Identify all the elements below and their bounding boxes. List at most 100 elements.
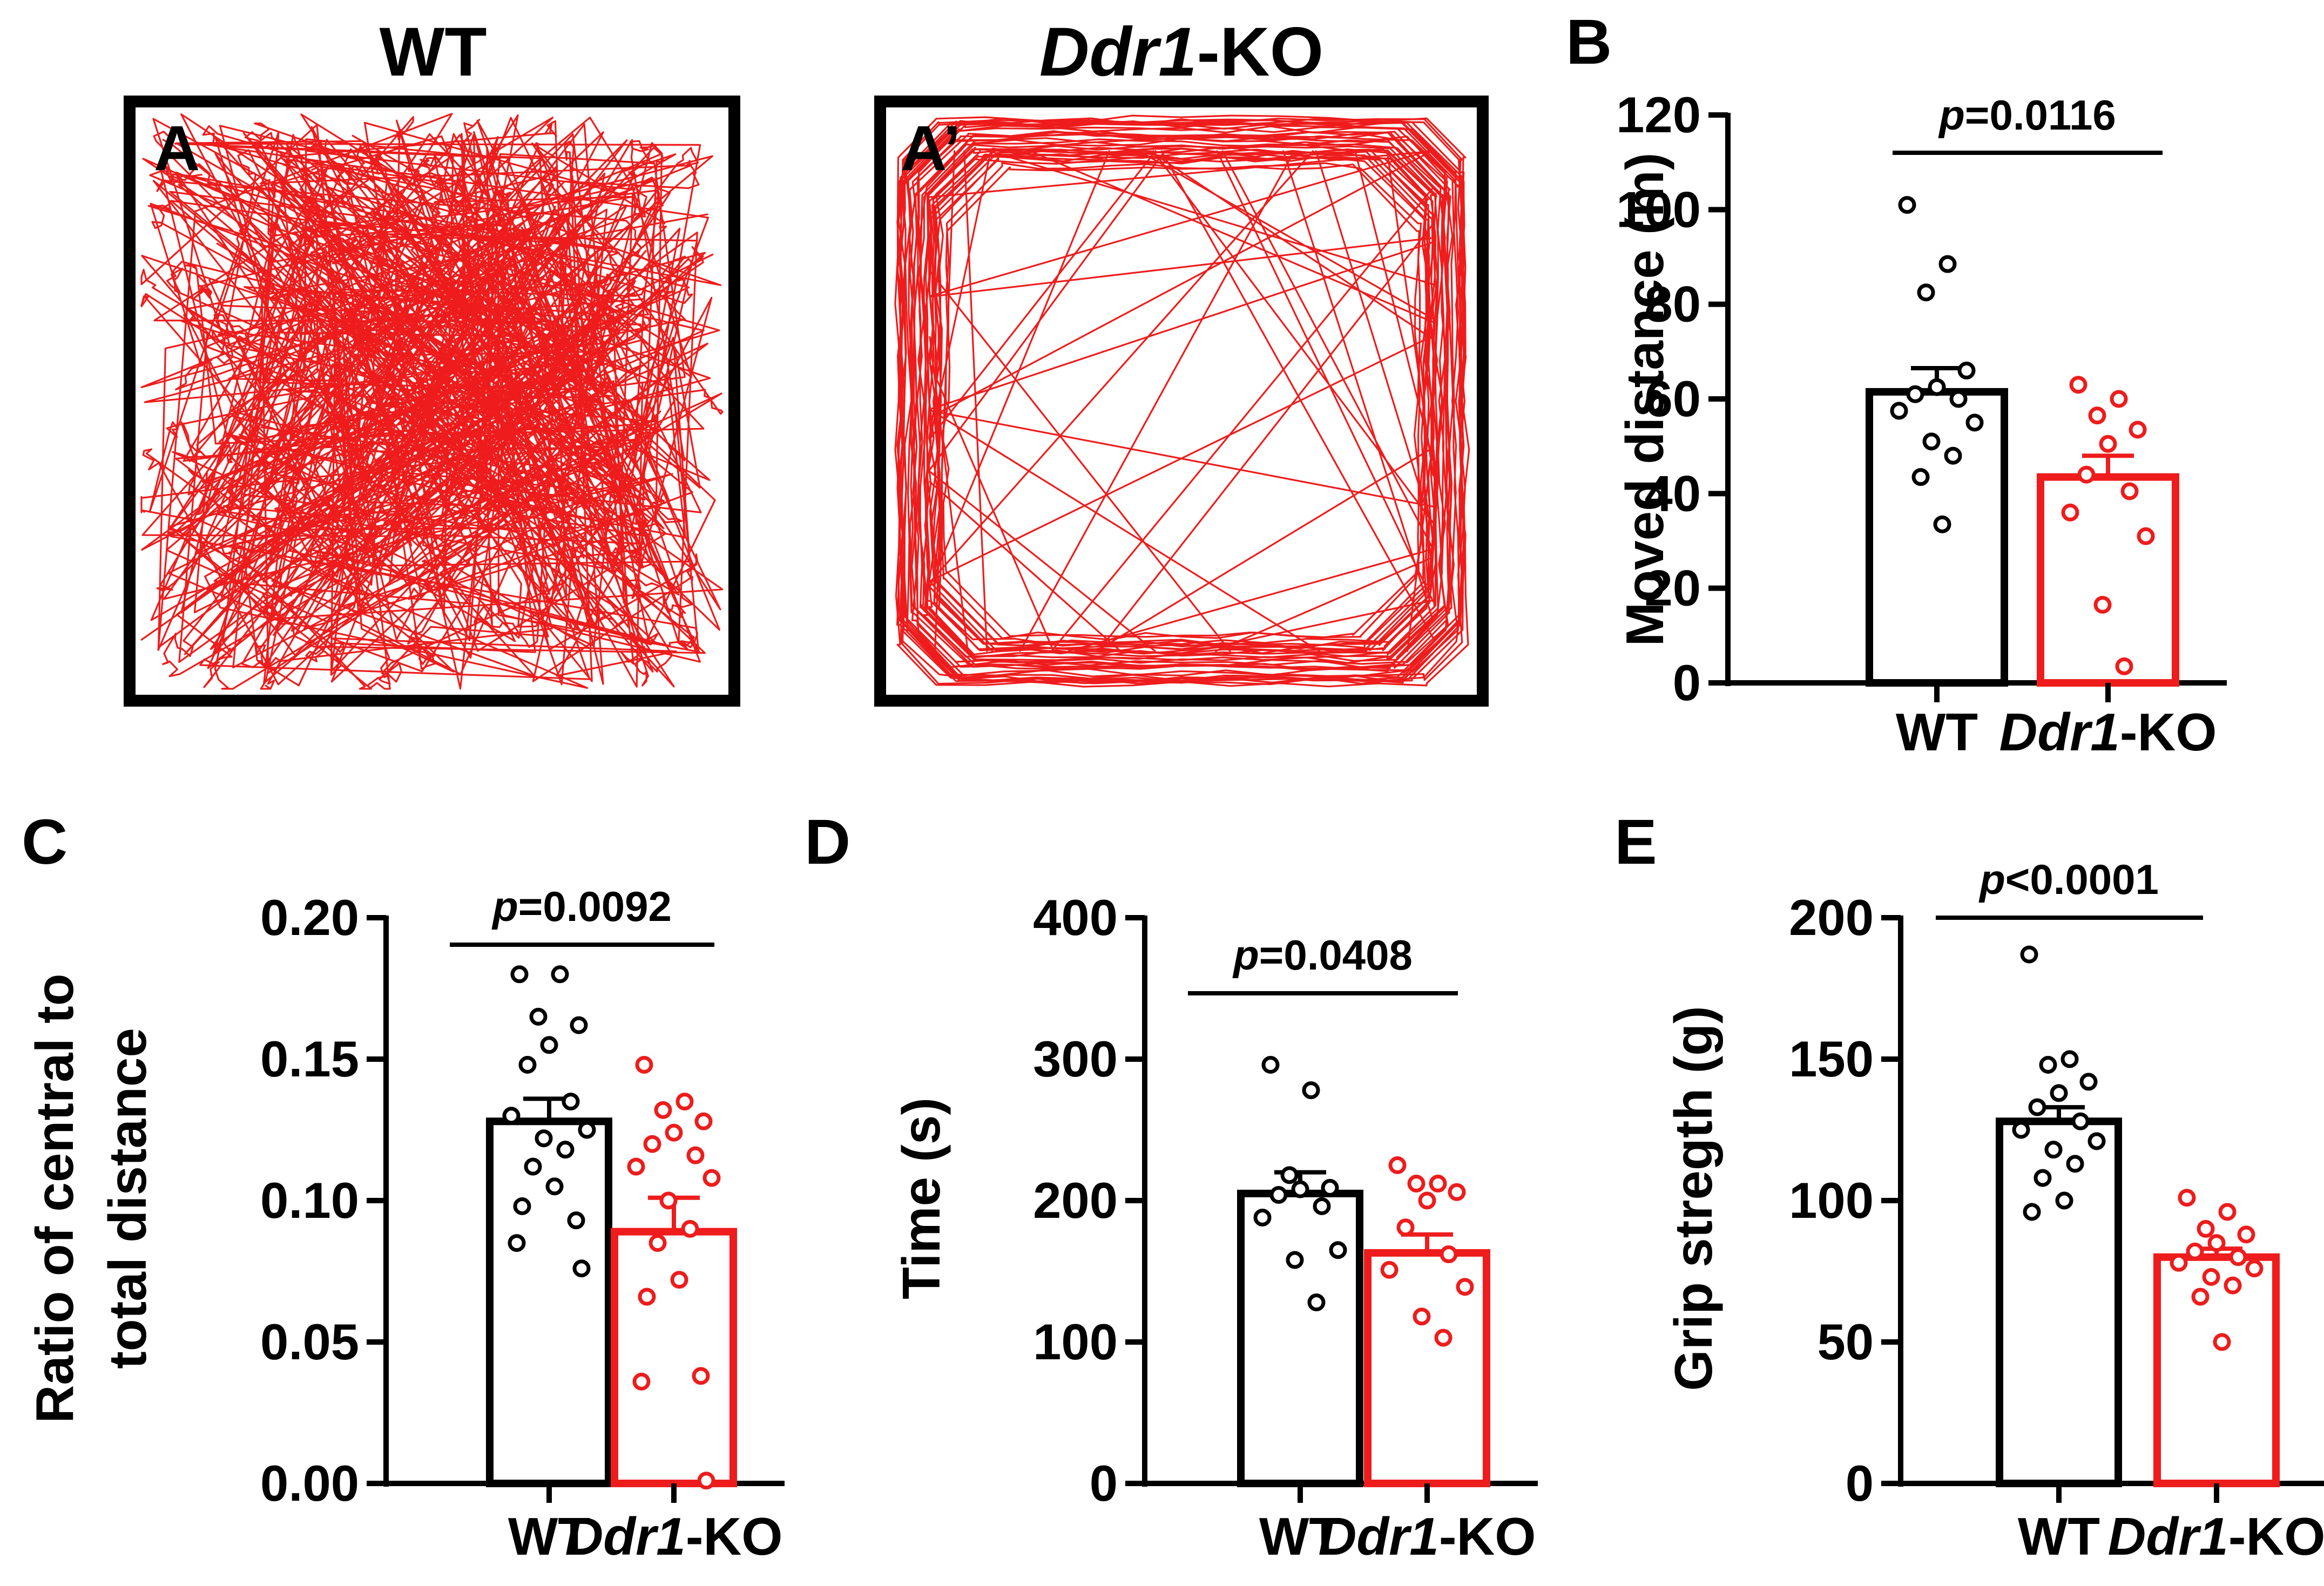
- chart-b-p-value-symbol: p: [1938, 91, 1965, 139]
- chart-d-y-axis-label: Time (s): [891, 1097, 951, 1299]
- chart-b-data-point: [2061, 503, 2079, 521]
- chart-d-data-point: [1380, 1260, 1399, 1279]
- chart-b-x-tick-label: WT: [1896, 702, 1978, 762]
- chart-c-data-point: [659, 1191, 678, 1210]
- chart-d-data-point: [1413, 1307, 1431, 1326]
- chart-b-data-point: [2129, 421, 2147, 439]
- chart-c-bar-wt: [486, 1117, 612, 1487]
- chart-b-data-point: [2093, 595, 2112, 614]
- chart-c-data-point: [545, 1177, 564, 1196]
- chart-e-data-point: [2245, 1259, 2264, 1278]
- panel-a-prime-title-suffix: -KO: [1197, 13, 1324, 91]
- chart-c-panel-label: C: [22, 806, 67, 878]
- chart-e-data-point: [2044, 1141, 2063, 1159]
- chart-c-data-point: [681, 1219, 699, 1238]
- track-segment-ko: [912, 133, 1451, 669]
- chart-c-y-tick-label: 0.00: [260, 1455, 359, 1512]
- chart-e-bar-wt: [1996, 1117, 2122, 1487]
- chart-e-x-tick-label: WT: [2018, 1507, 2100, 1566]
- chart-c-data-point: [502, 1107, 521, 1125]
- chart-d-data-point: [1456, 1278, 1474, 1296]
- chart-b-data-point: [1906, 385, 1924, 403]
- chart-d-data-point: [1280, 1166, 1299, 1184]
- chart-c-y-axis-label: Ratio of central to total distance: [25, 973, 157, 1423]
- chart-b-data-point: [1957, 361, 1976, 379]
- chart-c-x-tick-label: Ddr1-KO: [565, 1507, 783, 1566]
- track-segment-ko: [919, 141, 1444, 662]
- chart-e-y-tick-label: 0: [1846, 1455, 1874, 1512]
- chart-d-bar-wt: [1237, 1189, 1363, 1487]
- chart-e-data-point: [2028, 1098, 2046, 1116]
- chart-c-data-point: [518, 1055, 537, 1074]
- chart-b-data-point: [1944, 446, 1962, 465]
- chart-c-x-tick-label-suffix: -KO: [686, 1507, 783, 1566]
- chart-b-panel-label: B: [1566, 6, 1612, 78]
- chart-b-y-tick-label: 80: [1644, 276, 1701, 333]
- chart-d-p-value: p=0.0408: [1232, 931, 1413, 979]
- chart-c-bar-ko: [611, 1228, 737, 1487]
- chart-b-y-tick-label: 40: [1644, 465, 1701, 521]
- chart-b-y-tick-label: 20: [1644, 560, 1701, 616]
- chart-b-data-point: [1928, 378, 1946, 396]
- chart-e-y-tick-label: 50: [1817, 1313, 1874, 1370]
- chart-e-y-tick-label: 100: [1789, 1172, 1874, 1229]
- panel-a-prime-label: A’: [901, 113, 961, 184]
- track-segment-ko: [926, 147, 1437, 655]
- track-segment-wt: [142, 117, 724, 690]
- chart-e-data-point: [2060, 1050, 2079, 1068]
- panel-a-prime-title-gene: Ddr1: [1039, 13, 1197, 91]
- chart-d-data-point: [1434, 1329, 1453, 1347]
- panel-a-title: WT: [380, 13, 487, 91]
- chart-c-data-point: [670, 1271, 688, 1289]
- chart-b-data-point: [2069, 376, 2087, 394]
- arena-ko-border: [874, 96, 1489, 707]
- chart-c-data-point: [524, 1157, 542, 1176]
- track-segment-ko: [898, 117, 1465, 686]
- chart-b-p-value: p=0.0116: [1938, 91, 2116, 139]
- chart-c: C 0.00 0.05 0.10 0.15 0.20 Ratio of central to…: [22, 806, 785, 1566]
- track-trace-ko: [894, 114, 1470, 688]
- chart-b-y-tick-label: 120: [1616, 86, 1701, 143]
- arena-wt-border: [124, 96, 740, 707]
- chart-c-data-point: [675, 1093, 694, 1111]
- chart-c-p-value-number: =0.0092: [518, 883, 672, 930]
- chart-e-data-point: [2079, 1073, 2098, 1091]
- chart-e-data-point: [2066, 1155, 2084, 1173]
- chart-e-data-point: [2213, 1333, 2231, 1351]
- chart-c-data-point: [562, 1093, 580, 1111]
- chart-d-data-point: [1286, 1251, 1304, 1269]
- chart-d-y-tick-label: 400: [1033, 889, 1118, 946]
- chart-e-data-point: [2191, 1287, 2210, 1306]
- chart-b-y-tick-label: 0: [1673, 654, 1701, 711]
- chart-c-data-point: [567, 1211, 585, 1230]
- chart-d-data-point: [1429, 1175, 1447, 1193]
- track-segment-ko: [896, 120, 1466, 684]
- chart-e-y-axis-label-line: Grip stregth (g): [1664, 1006, 1723, 1391]
- chart-b-data-point: [1938, 255, 1957, 273]
- chart-c-y-tick-label: 0.20: [260, 889, 359, 946]
- track-crossings-ko: [929, 150, 1434, 652]
- chart-c-data-point: [508, 1234, 526, 1252]
- chart-d-data-point: [1329, 1241, 1347, 1259]
- chart-e-y-tick-label: 150: [1789, 1031, 1874, 1087]
- chart-e-data-point: [2178, 1189, 2196, 1207]
- chart-d-y-tick-label: 0: [1090, 1455, 1118, 1512]
- chart-d-data-point: [1321, 1178, 1339, 1197]
- chart-d-data-point: [1269, 1186, 1288, 1204]
- chart-d-data-point: [1291, 1180, 1309, 1198]
- chart-c-y-tick-label: 0.10: [260, 1172, 359, 1229]
- chart-c-data-point: [513, 1197, 531, 1215]
- chart-b-p-value-number: =0.0116: [1965, 91, 2116, 139]
- chart-e-data-point: [2229, 1248, 2247, 1266]
- chart-b-x-tick-label-suffix: -KO: [2120, 702, 2217, 762]
- chart-c-data-point: [702, 1169, 721, 1187]
- chart-b-data-point: [1965, 414, 1984, 432]
- chart-d-x-tick-label-suffix: -KO: [1439, 1507, 1536, 1566]
- chart-b-y-tick-label: 100: [1616, 181, 1701, 238]
- panel-a: WT A: [124, 13, 740, 707]
- chart-d-p-value-number: =0.0408: [1259, 931, 1413, 979]
- chart-b-y-axis-label-line: Moved distance (m): [1615, 153, 1674, 647]
- chart-b-data-point: [2088, 406, 2106, 425]
